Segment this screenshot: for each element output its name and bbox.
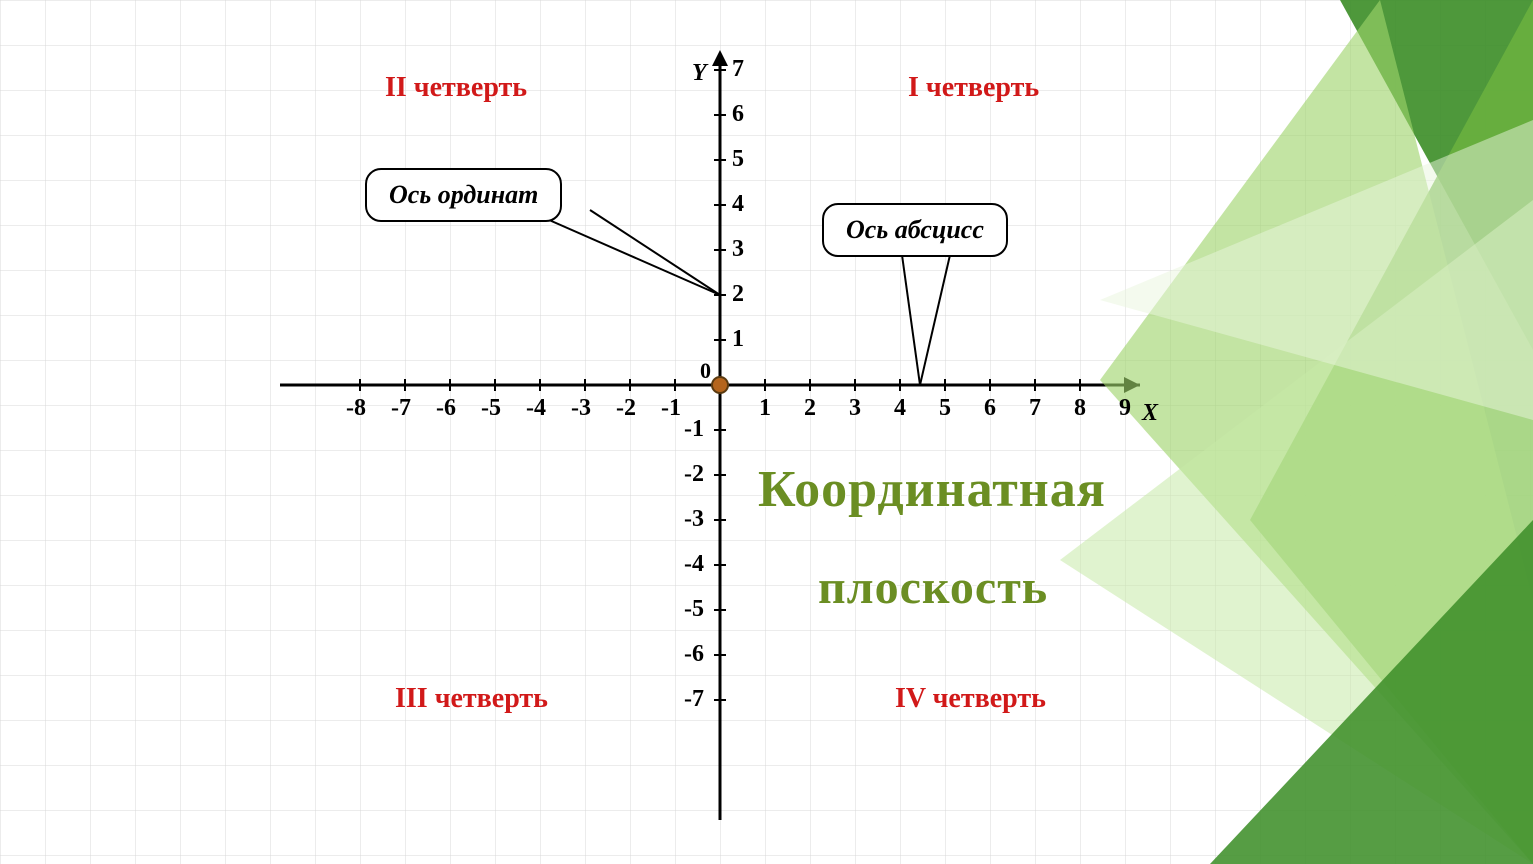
y-tick-label: 6 bbox=[732, 101, 744, 128]
origin-point-icon bbox=[712, 377, 728, 393]
x-tick-label: 3 bbox=[849, 395, 861, 422]
x-tick-label: -6 bbox=[436, 395, 456, 422]
ordinate-callout-leader bbox=[590, 210, 720, 295]
x-tick-label: 9 bbox=[1119, 395, 1131, 422]
abscissa-callout: Ось абсцисс bbox=[822, 203, 1008, 257]
quadrant-4-label: IV четверть bbox=[895, 683, 1046, 715]
y-tick-label: -1 bbox=[684, 416, 704, 443]
quadrant-2-label: II четверть bbox=[385, 72, 527, 104]
x-tick-label: 5 bbox=[939, 395, 951, 422]
y-tick-label: 2 bbox=[732, 281, 744, 308]
y-tick-label: 7 bbox=[732, 56, 744, 83]
title-line-2: плоскость bbox=[818, 560, 1048, 615]
x-tick-label: 8 bbox=[1074, 395, 1086, 422]
x-tick-label: 2 bbox=[804, 395, 816, 422]
title-line-1: Координатная bbox=[758, 460, 1106, 519]
abscissa-callout-leader bbox=[902, 255, 920, 385]
y-tick-label: -3 bbox=[684, 506, 704, 533]
x-tick-label: 7 bbox=[1029, 395, 1041, 422]
x-axis-label: X bbox=[1142, 400, 1158, 427]
y-axis-arrow-icon bbox=[712, 50, 728, 66]
x-tick-label: -2 bbox=[616, 395, 636, 422]
y-tick-label: 5 bbox=[732, 146, 744, 173]
y-tick-label: -2 bbox=[684, 461, 704, 488]
y-tick-label: -6 bbox=[684, 641, 704, 668]
x-tick-label: -5 bbox=[481, 395, 501, 422]
y-tick-label: 4 bbox=[732, 191, 744, 218]
y-tick-label: 1 bbox=[732, 326, 744, 353]
ordinate-callout-leader-2 bbox=[540, 216, 720, 295]
y-tick-label: -4 bbox=[684, 551, 704, 578]
y-tick-label: -5 bbox=[684, 596, 704, 623]
quadrant-1-label: I четверть bbox=[908, 72, 1039, 104]
x-tick-label: 1 bbox=[759, 395, 771, 422]
abscissa-callout-leader-2 bbox=[920, 255, 950, 385]
origin-label: 0 bbox=[700, 358, 711, 384]
x-tick-label: -1 bbox=[661, 395, 681, 422]
quadrant-3-label: III четверть bbox=[395, 683, 548, 715]
x-tick-label: 6 bbox=[984, 395, 996, 422]
x-tick-label: -7 bbox=[391, 395, 411, 422]
x-tick-label: -8 bbox=[346, 395, 366, 422]
slide: Y X 0 -8 -7 -6 -5 -4 -3 -2 -1 1 2 3 4 5 6 7 8 9 7 6 5 4 3 2 1 -1… bbox=[0, 0, 1533, 864]
y-axis-label: Y bbox=[692, 60, 707, 87]
x-tick-label: 4 bbox=[894, 395, 906, 422]
y-tick-label: 3 bbox=[732, 236, 744, 263]
ordinate-callout: Ось ординат bbox=[365, 168, 562, 222]
x-axis-arrow-icon bbox=[1124, 377, 1140, 393]
x-tick-label: -3 bbox=[571, 395, 591, 422]
x-tick-label: -4 bbox=[526, 395, 546, 422]
y-tick-label: -7 bbox=[684, 686, 704, 713]
